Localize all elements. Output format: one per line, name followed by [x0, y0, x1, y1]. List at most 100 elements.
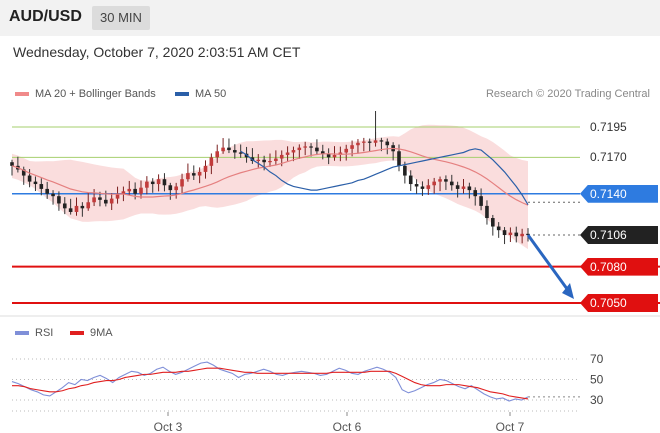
candle-body [279, 154, 284, 159]
price-tag-resistance: 0.7195 [590, 120, 627, 134]
ma50-label: MA 50 [195, 88, 227, 100]
candle-body [21, 169, 26, 176]
candle-body [233, 150, 237, 153]
candle-body [174, 186, 178, 191]
candle-body [227, 147, 231, 151]
9ma-label: 9MA [90, 327, 113, 339]
candle-body [362, 141, 366, 143]
candle-body [238, 152, 243, 154]
candle-body [514, 232, 519, 237]
candle-body [262, 159, 266, 163]
candle-body [139, 187, 143, 194]
candle-body [221, 147, 225, 152]
candle-body [57, 196, 61, 204]
rsi-series-rsi [11, 361, 529, 402]
rsi-series-9ma [12, 367, 529, 400]
candle-body [315, 147, 319, 152]
top-bar: AUD/USD 30 MIN [0, 0, 660, 36]
candle-body [397, 151, 401, 166]
candle-body [485, 205, 489, 219]
candle-body [479, 196, 483, 206]
candle-body [27, 175, 32, 182]
candle-body [145, 181, 149, 188]
candle-body [150, 181, 155, 185]
candle-body [332, 154, 337, 158]
projection-arrow-shaft [526, 234, 572, 294]
candle-body [274, 158, 278, 161]
price-tag-current: 0.7106 [580, 226, 658, 245]
candle-body [367, 141, 372, 143]
candle-body [180, 179, 184, 187]
interval-button[interactable]: 30 MIN [92, 6, 150, 30]
candle-body [414, 184, 419, 187]
candle-body [10, 162, 14, 166]
rsi-tick-label: 70 [590, 352, 604, 366]
candle-body [496, 226, 501, 231]
candle-body [98, 197, 102, 200]
candle-body [449, 181, 454, 186]
candle-body [51, 193, 55, 197]
rsi-tick-label: 50 [590, 373, 604, 387]
candle-body [467, 186, 472, 191]
candle-body [109, 198, 114, 204]
ma50-line [240, 148, 529, 205]
candle-body [373, 140, 378, 143]
x-tick-label: Oct 3 [154, 420, 183, 433]
candle-body [432, 181, 436, 186]
candle-body [291, 150, 296, 153]
rsi-label: RSI [35, 327, 54, 339]
candle-body [285, 152, 290, 155]
candle-body [473, 190, 478, 197]
candle-body [520, 233, 524, 237]
legend-ma20: MA 20 + Bollinger Bands [15, 88, 156, 100]
bollinger-band [12, 124, 528, 250]
candle-body [127, 188, 132, 192]
candle-body [408, 175, 413, 185]
ma20-swatch [15, 92, 29, 96]
candle-body [491, 218, 495, 227]
projection-arrow-head [562, 283, 574, 299]
candle-body [92, 197, 96, 203]
candle-body [68, 208, 73, 212]
candle-body [104, 199, 108, 204]
candle-body [45, 188, 49, 194]
x-tick-label: Oct 7 [496, 420, 525, 433]
research-credit: Research © 2020 Trading Central [485, 88, 650, 100]
candle-body [80, 205, 85, 209]
price-tag-resistance: 0.7170 [590, 150, 627, 165]
candle-body [86, 202, 91, 209]
candle-body [215, 151, 220, 158]
candle-body [455, 185, 460, 189]
candle-body [74, 205, 79, 212]
candle-body [309, 146, 313, 148]
candle-body [461, 186, 466, 189]
candle-body [379, 140, 384, 142]
candle-body [133, 188, 137, 194]
x-tick-label: Oct 6 [333, 420, 362, 433]
legend-ma50: MA 50 [175, 88, 226, 100]
candle-body [156, 179, 161, 185]
ma20-label: MA 20 + Bollinger Bands [35, 88, 156, 100]
candle-body [168, 185, 173, 191]
candle-body [426, 185, 431, 189]
candle-body [320, 151, 325, 154]
candle-body [203, 165, 208, 172]
price-tag-pivot: 0.7140 [580, 184, 658, 203]
rsi-swatch [15, 331, 29, 335]
candle-body [444, 179, 448, 182]
candle-body [191, 173, 196, 176]
candle-body [350, 145, 354, 149]
ma50-swatch [175, 92, 189, 96]
candle-body [33, 181, 38, 185]
datetime-label: Wednesday, October 7, 2020 2:03:51 AM CE… [13, 44, 301, 60]
candle-body [115, 193, 120, 199]
rsi-tick-label: 30 [590, 393, 604, 407]
candle-body [268, 160, 272, 163]
symbol-title: AUD/USD [9, 8, 82, 25]
candle-body [39, 184, 44, 189]
candle-body [121, 191, 126, 194]
legend-rsi: RSI [15, 327, 53, 339]
candle-body [420, 186, 425, 189]
price-tag-support: 0.7080 [580, 257, 658, 276]
